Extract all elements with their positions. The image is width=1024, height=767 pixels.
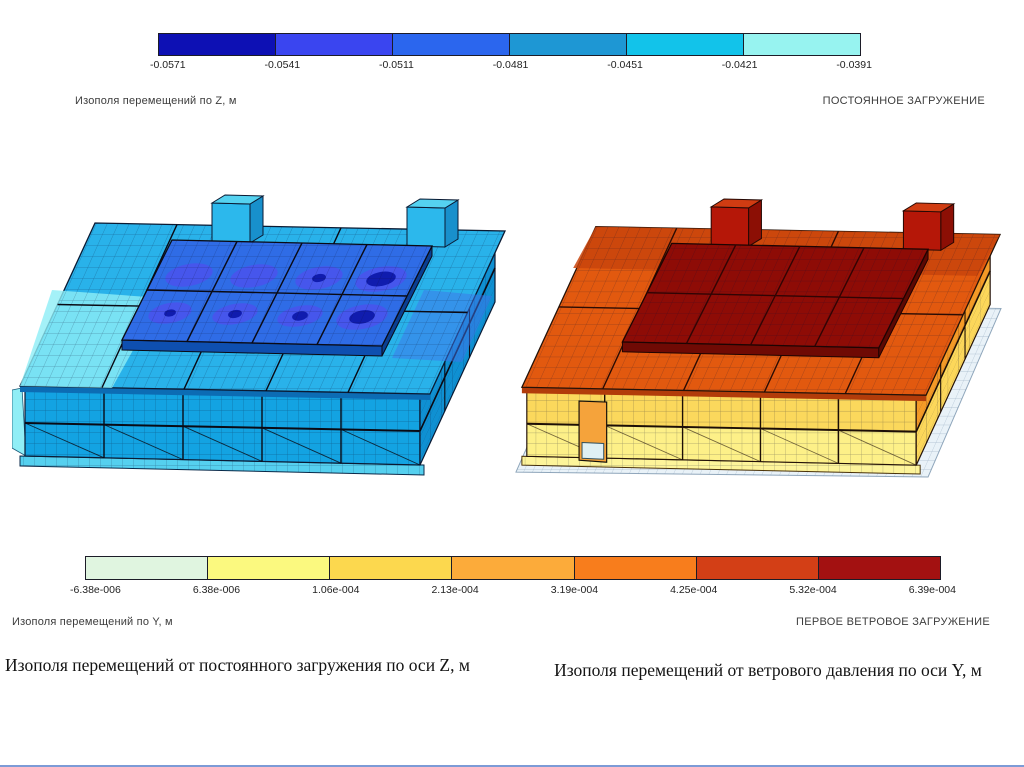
- colorbar-z-tick: -0.0421: [721, 59, 758, 71]
- fem-model-z-displacement: [12, 194, 507, 476]
- model-y-soffit: [521, 387, 927, 402]
- colorbar-z-tick: -0.0481: [492, 59, 529, 71]
- colorbar-y-segment: [817, 557, 940, 579]
- colorbar-z-segment: [626, 34, 743, 55]
- colorbar-y-segment: [695, 557, 818, 579]
- colorbar-y-segment: [207, 557, 330, 579]
- colorbar-z-tick: -0.0541: [264, 59, 301, 71]
- caption-left: Изополя перемещений от постоянного загру…: [5, 655, 470, 675]
- model-z-inner-slab: [120, 239, 434, 357]
- colorbar-y-segment: [451, 557, 574, 579]
- colorbar-z-segment: [743, 34, 860, 55]
- colorbar-z-tick: -0.0571: [150, 59, 186, 71]
- model-z-front-wall: [24, 385, 421, 466]
- fem-model-y-displacement: [515, 198, 1002, 478]
- legend-y-loadcase: ПЕРВОЕ ВЕТРОВОЕ ЗАГРУЖЕНИЕ: [796, 616, 990, 628]
- colorbar-y-tick: 6.39e-004: [908, 584, 956, 596]
- legend-z-title: Изополя перемещений по Z, м: [75, 95, 237, 107]
- model-y-inner-slab: [621, 242, 930, 359]
- footer-accent-line: [0, 765, 1024, 767]
- legend-z-loadcase: ПОСТОЯННОЕ ЗАГРУЖЕНИЕ: [822, 95, 985, 107]
- colorbar-y-segment: [573, 557, 696, 579]
- colorbar-y-tick: 2.13e-004: [431, 584, 479, 596]
- model-z-stair-towers: [210, 194, 460, 248]
- model-y-front-wall: [526, 386, 917, 466]
- colorbar-z-tick: -0.0511: [379, 59, 414, 71]
- legend-y-title: Изополя перемещений по Y, м: [12, 616, 173, 628]
- colorbar-y-segment: [329, 557, 452, 579]
- colorbar-y-tick: 5.32e-004: [789, 584, 837, 596]
- caption-right: Изополя перемещений от ветрового давлени…: [554, 660, 982, 680]
- colorbar-y-tick: 1.06e-004: [312, 584, 360, 596]
- colorbar-y-tick: 6.38e-006: [192, 584, 241, 596]
- colorbar-z-segment: [159, 34, 275, 55]
- colorbar-y-tick: -6.38e-006: [70, 584, 121, 596]
- colorbar-z-segment: [275, 34, 392, 55]
- colorbar-z-segment: [392, 34, 509, 55]
- colorbar-y: [85, 556, 941, 580]
- colorbar-z-tick: -0.0451: [607, 59, 643, 71]
- colorbar-y-tick: 4.25e-004: [670, 584, 718, 596]
- model-z-soffit: [20, 386, 430, 400]
- model-y-opening-box: [581, 441, 605, 460]
- colorbar-z-segment: [509, 34, 626, 55]
- colorbar-y-tick: 3.19e-004: [550, 584, 599, 596]
- colorbar-z-tick: -0.0391: [836, 59, 872, 71]
- colorbar-y-ticks: -6.38e-006 6.38e-006 1.06e-004 2.13e-004 3.1…: [70, 584, 956, 596]
- colorbar-y-segment: [86, 557, 208, 579]
- colorbar-z-ticks: -0.0571 -0.0541 -0.0511 -0.0481 -0.0451 -0.04…: [150, 59, 872, 71]
- colorbar-z: [158, 33, 861, 56]
- model-y-stair-towers: [709, 198, 956, 252]
